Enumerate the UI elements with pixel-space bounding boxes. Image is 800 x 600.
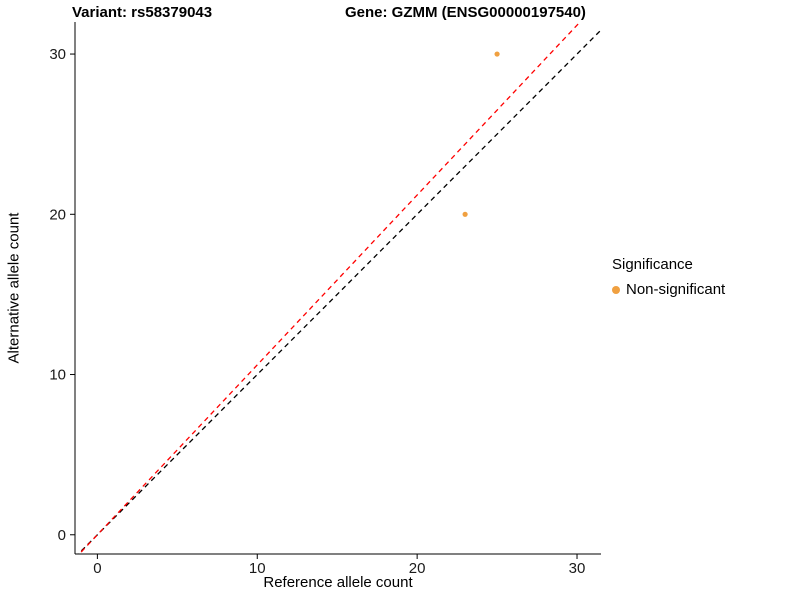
variant-title: Variant: rs58379043 [72,4,213,21]
y-axis-label: Alternative allele count [5,212,23,364]
legend-dot-icon [612,285,620,294]
legend-item-label: Non-significant [626,281,726,298]
data-point [494,51,500,57]
x-tick-label: 0 [93,560,101,577]
x-tick-label: 20 [409,560,426,577]
y-tick-label: 30 [49,46,66,63]
reference-lines [77,22,601,554]
legend-title: Significance [612,256,693,273]
gene-title: Gene: GZMM (ENSG00000197540) [345,4,586,21]
x-axis-label: Reference allele count [263,574,413,591]
y-tick-label: 10 [49,367,66,384]
y-tick-label: 0 [58,527,66,544]
y-tick-label: 20 [49,206,66,223]
data-point [462,211,468,217]
x-tick-label: 10 [249,560,266,577]
legend: Significance Non-significant [612,256,725,298]
identity-line [77,29,601,554]
fitted-ratio-line [78,22,581,554]
legend-item: Non-significant [612,281,725,298]
x-tick-label: 30 [569,560,586,577]
